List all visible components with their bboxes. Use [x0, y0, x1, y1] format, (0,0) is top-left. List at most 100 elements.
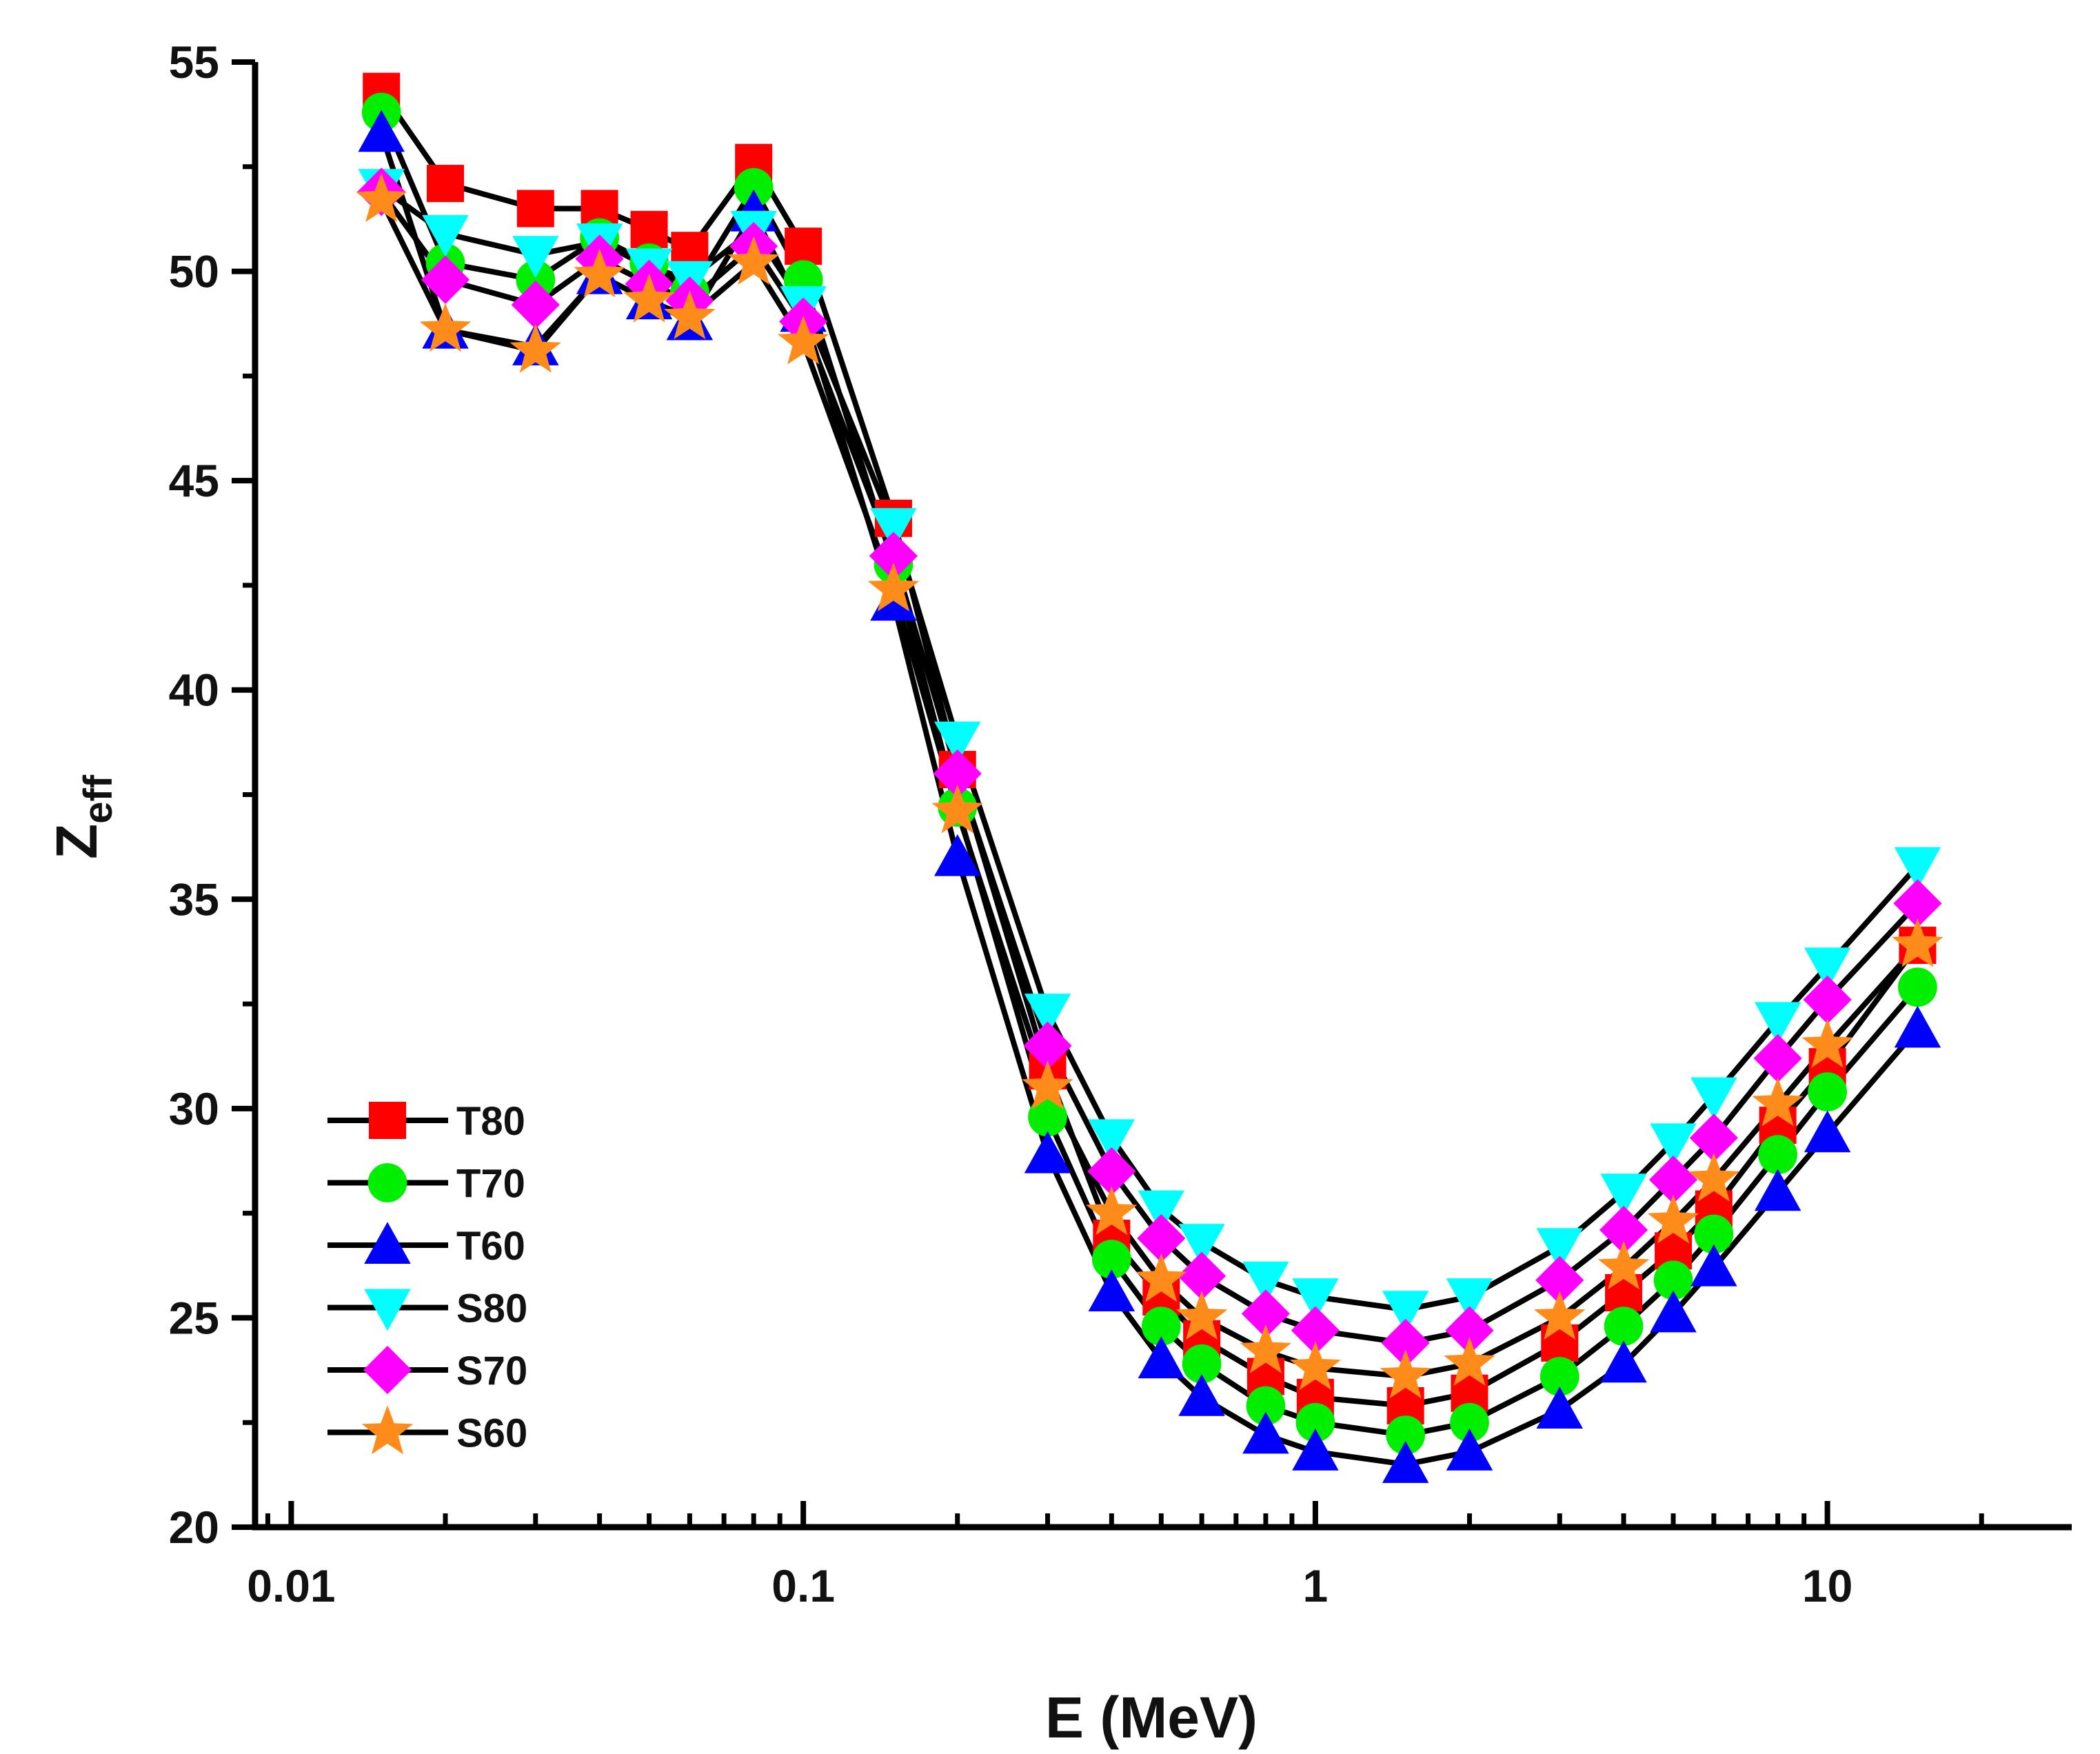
point-t60-14: [1242, 1411, 1289, 1454]
point-s70-22: [1753, 1034, 1802, 1083]
legend: T80 T70 T60 S80 S70 S60: [327, 1099, 527, 1456]
point-s60-14: [1240, 1324, 1292, 1373]
point-s80-2: [512, 236, 559, 279]
point-s80-13: [1178, 1224, 1225, 1266]
y-tick-label-25: 25: [169, 1292, 219, 1343]
point-s70-16: [1381, 1318, 1430, 1367]
point-t60-21: [1690, 1244, 1737, 1287]
point-s60-9: [931, 784, 983, 834]
point-s70-17: [1445, 1306, 1494, 1355]
point-s70-14: [1241, 1289, 1291, 1338]
point-s60-10: [1022, 1060, 1073, 1110]
point-t70-20: [1653, 1260, 1693, 1300]
legend-label-t60: T60: [456, 1224, 525, 1269]
point-t60-15: [1292, 1428, 1339, 1471]
point-s60-23: [1801, 1018, 1853, 1068]
y-tick-label-30: 30: [169, 1083, 219, 1134]
point-t60-10: [1024, 1131, 1071, 1173]
point-t60-20: [1650, 1290, 1697, 1333]
legend-item-s70: S70: [327, 1345, 527, 1395]
point-s80-20: [1650, 1123, 1697, 1166]
y-tick-label-50: 50: [169, 246, 219, 297]
series-s80: [379, 185, 1920, 1313]
markers-s60: [356, 173, 1943, 1399]
point-s80-9: [933, 721, 981, 764]
point-s60-2: [509, 323, 561, 373]
point-t70-21: [1694, 1214, 1734, 1254]
point-t70-23: [1808, 1072, 1847, 1111]
legend-marker-s80: [364, 1289, 411, 1331]
point-s80-23: [1804, 947, 1851, 990]
point-t70-11: [1091, 1240, 1131, 1279]
point-s80-1: [422, 214, 469, 257]
point-s80-19: [1600, 1173, 1647, 1216]
y-tick-label-55: 55: [169, 37, 219, 88]
point-s80-21: [1690, 1077, 1737, 1120]
y-tick-label-35: 35: [169, 874, 219, 925]
legend-item-t60: T60: [327, 1222, 525, 1269]
point-s70-13: [1178, 1251, 1226, 1300]
point-t70-19: [1604, 1307, 1644, 1346]
point-t70-13: [1182, 1344, 1222, 1384]
axes-layer: 20 25 30 35 40 45 50 55 0.01 0.1 1 10: [169, 37, 2072, 1611]
point-t60-17: [1446, 1428, 1493, 1471]
point-s60-8: [867, 562, 920, 612]
point-s60-17: [1444, 1337, 1495, 1386]
point-s60-12: [1135, 1253, 1187, 1302]
point-t70-24: [1898, 967, 1937, 1007]
legend-item-s60: S60: [327, 1405, 527, 1456]
point-t60-9: [933, 834, 981, 876]
point-s70-24: [1893, 879, 1942, 928]
point-s70-1: [421, 255, 470, 304]
y-axis-title: Zeff: [44, 774, 121, 859]
legend-marker-t60: [364, 1222, 411, 1264]
y-axis-title-sub: eff: [76, 774, 121, 824]
point-t70-16: [1386, 1415, 1426, 1455]
legend-label-s70: S70: [456, 1349, 527, 1393]
point-s80-22: [1754, 1002, 1801, 1045]
point-s70-11: [1087, 1147, 1136, 1196]
point-t60-23: [1804, 1110, 1851, 1153]
point-s70-15: [1291, 1306, 1340, 1355]
point-t70-17: [1450, 1402, 1489, 1442]
point-t70-6: [734, 168, 774, 208]
x-tick-label-1: 1: [1303, 1560, 1329, 1611]
point-s80-8: [870, 507, 917, 550]
y-tick-label-40: 40: [169, 665, 219, 716]
point-s60-16: [1380, 1349, 1431, 1399]
x-tick-label-0.1: 0.1: [771, 1560, 835, 1611]
legend-item-t70: T70: [327, 1162, 525, 1207]
point-t60-18: [1536, 1387, 1584, 1429]
point-s60-3: [574, 248, 625, 298]
point-s80-17: [1446, 1278, 1493, 1320]
x-axis-title: E (MeV): [1045, 1685, 1258, 1750]
point-t60-13: [1178, 1374, 1225, 1416]
point-t60-0: [358, 110, 405, 152]
point-s60-15: [1289, 1341, 1342, 1390]
series-layer: [356, 72, 1943, 1483]
point-t80-2: [516, 190, 554, 228]
point-t70-15: [1295, 1402, 1335, 1442]
point-t60-12: [1138, 1336, 1185, 1379]
point-s80-18: [1536, 1228, 1584, 1270]
point-s70-12: [1137, 1213, 1186, 1263]
legend-label-s80: S80: [456, 1287, 527, 1331]
point-t70-14: [1246, 1386, 1286, 1426]
point-s70-19: [1599, 1205, 1648, 1255]
point-s80-12: [1138, 1190, 1185, 1233]
point-s70-9: [933, 749, 982, 798]
point-s80-16: [1382, 1291, 1429, 1333]
point-t80-7: [785, 228, 822, 265]
x-tick-label-0.01: 0.01: [247, 1560, 335, 1611]
y-axis-title-main: Z: [44, 824, 109, 859]
point-s70-18: [1535, 1256, 1584, 1304]
legend-marker-s70: [363, 1345, 412, 1395]
point-s60-11: [1086, 1186, 1138, 1236]
point-t70-22: [1758, 1135, 1797, 1174]
point-s70-2: [511, 281, 560, 330]
point-s60-0: [356, 173, 407, 222]
point-t60-24: [1894, 1005, 1941, 1048]
legend-marker-s60: [361, 1405, 414, 1455]
legend-item-s80: S80: [327, 1287, 527, 1331]
